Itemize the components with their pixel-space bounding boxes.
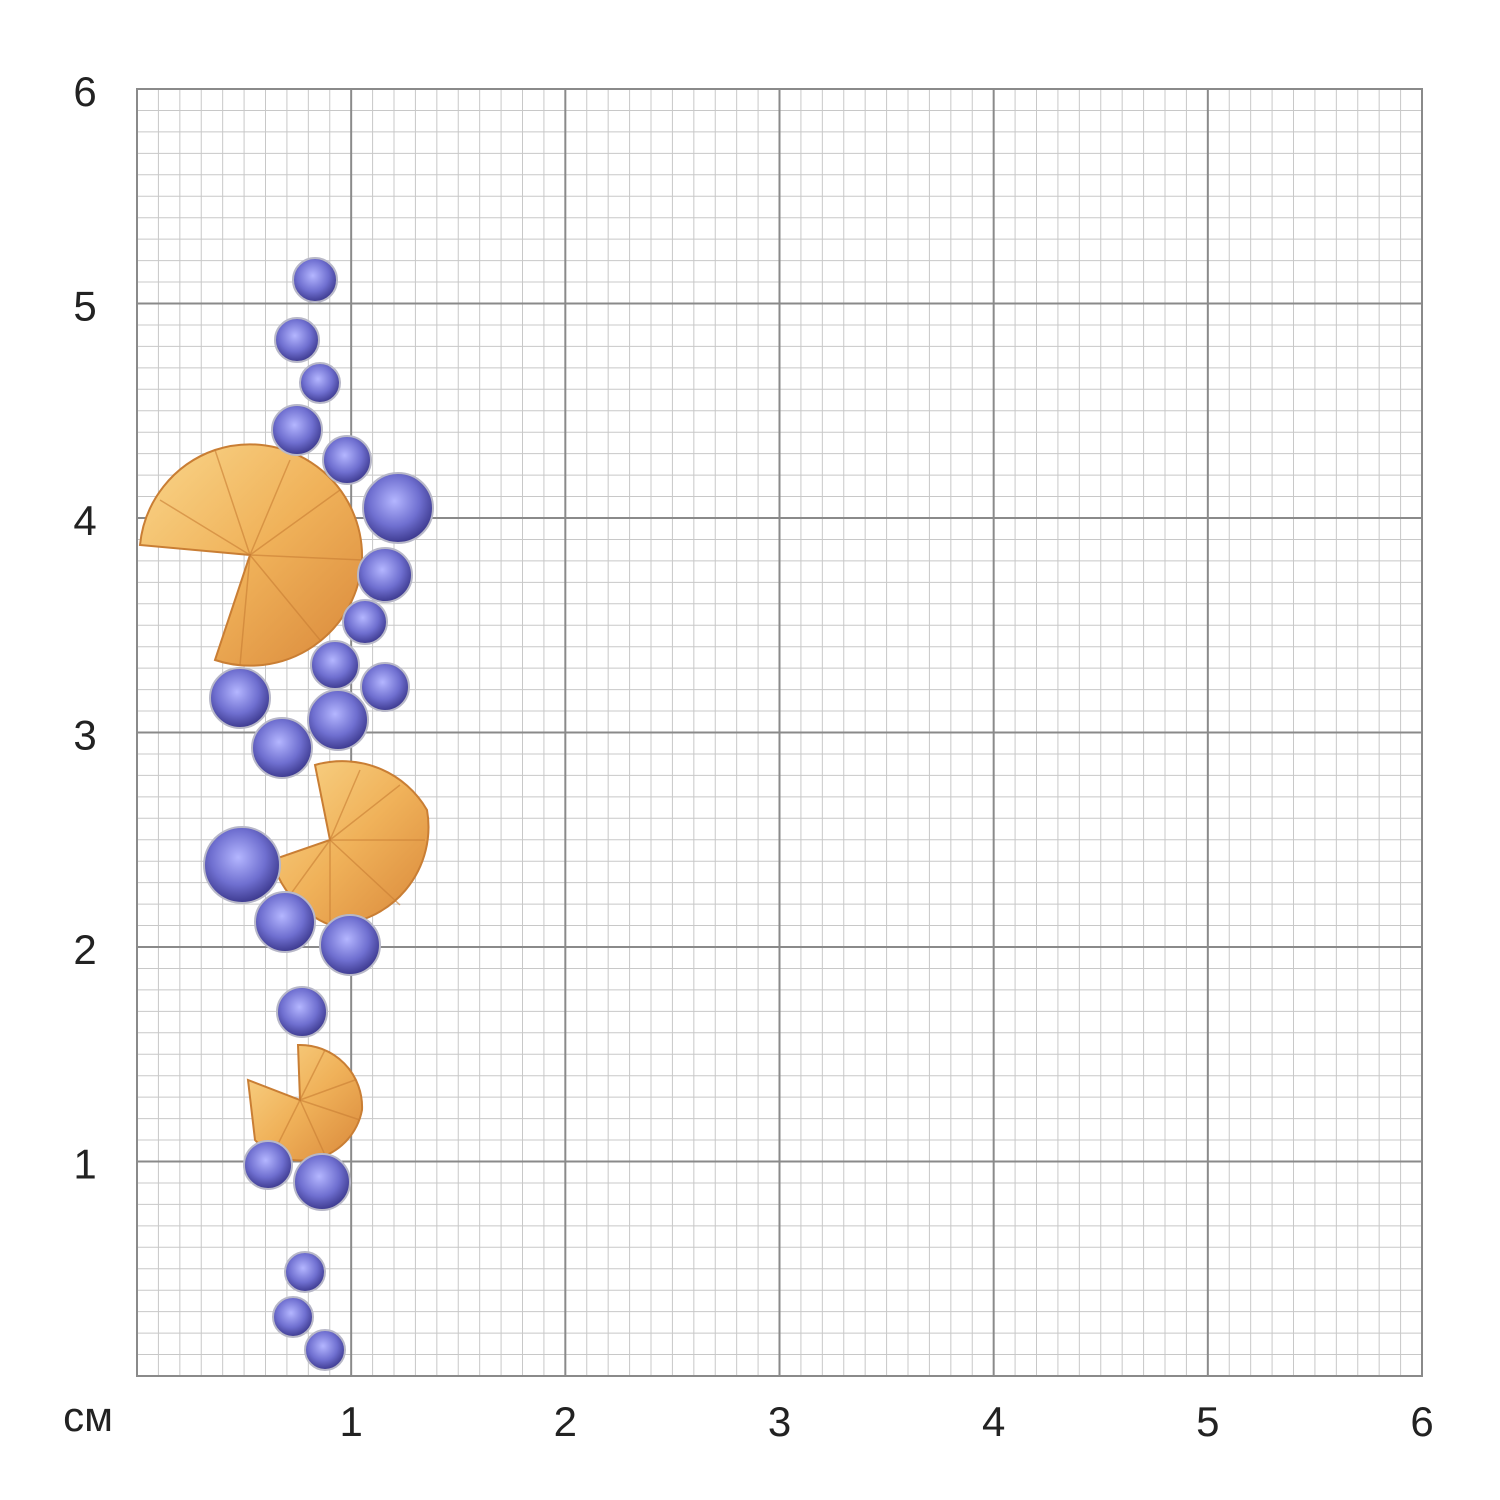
y-tick-label: 2 [73, 926, 96, 973]
gem [284, 1251, 326, 1293]
gem [304, 1329, 346, 1371]
gem [362, 472, 434, 544]
gem [272, 1296, 314, 1338]
gem [299, 362, 341, 404]
unit-label: см [63, 1393, 113, 1440]
gem [293, 1153, 351, 1211]
gem [251, 717, 313, 779]
gem [319, 914, 381, 976]
y-tick-label: 1 [73, 1141, 96, 1188]
gem [276, 986, 328, 1038]
y-tick-label: 3 [73, 712, 96, 759]
earring [138, 257, 434, 1371]
x-tick-label: 5 [1196, 1398, 1219, 1445]
x-tick-label: 3 [768, 1398, 791, 1445]
gem [360, 662, 410, 712]
x-tick-label: 4 [982, 1398, 1005, 1445]
gem [357, 547, 413, 603]
gem [292, 257, 338, 303]
gems [203, 257, 434, 1371]
x-tick-label: 2 [554, 1398, 577, 1445]
y-tick-label: 5 [73, 283, 96, 330]
gem [271, 404, 323, 456]
fan-ridges [159, 449, 425, 1156]
gem [203, 826, 281, 904]
gem [342, 599, 388, 645]
y-tick-label: 6 [73, 68, 96, 115]
gem [243, 1140, 293, 1190]
gem [307, 689, 369, 751]
gem [310, 640, 360, 690]
gem [254, 891, 316, 953]
x-tick-label: 6 [1410, 1398, 1433, 1445]
gem [209, 667, 271, 729]
x-tick-label: 1 [339, 1398, 362, 1445]
y-tick-label: 4 [73, 497, 96, 544]
gem [322, 435, 372, 485]
gem [274, 317, 320, 363]
